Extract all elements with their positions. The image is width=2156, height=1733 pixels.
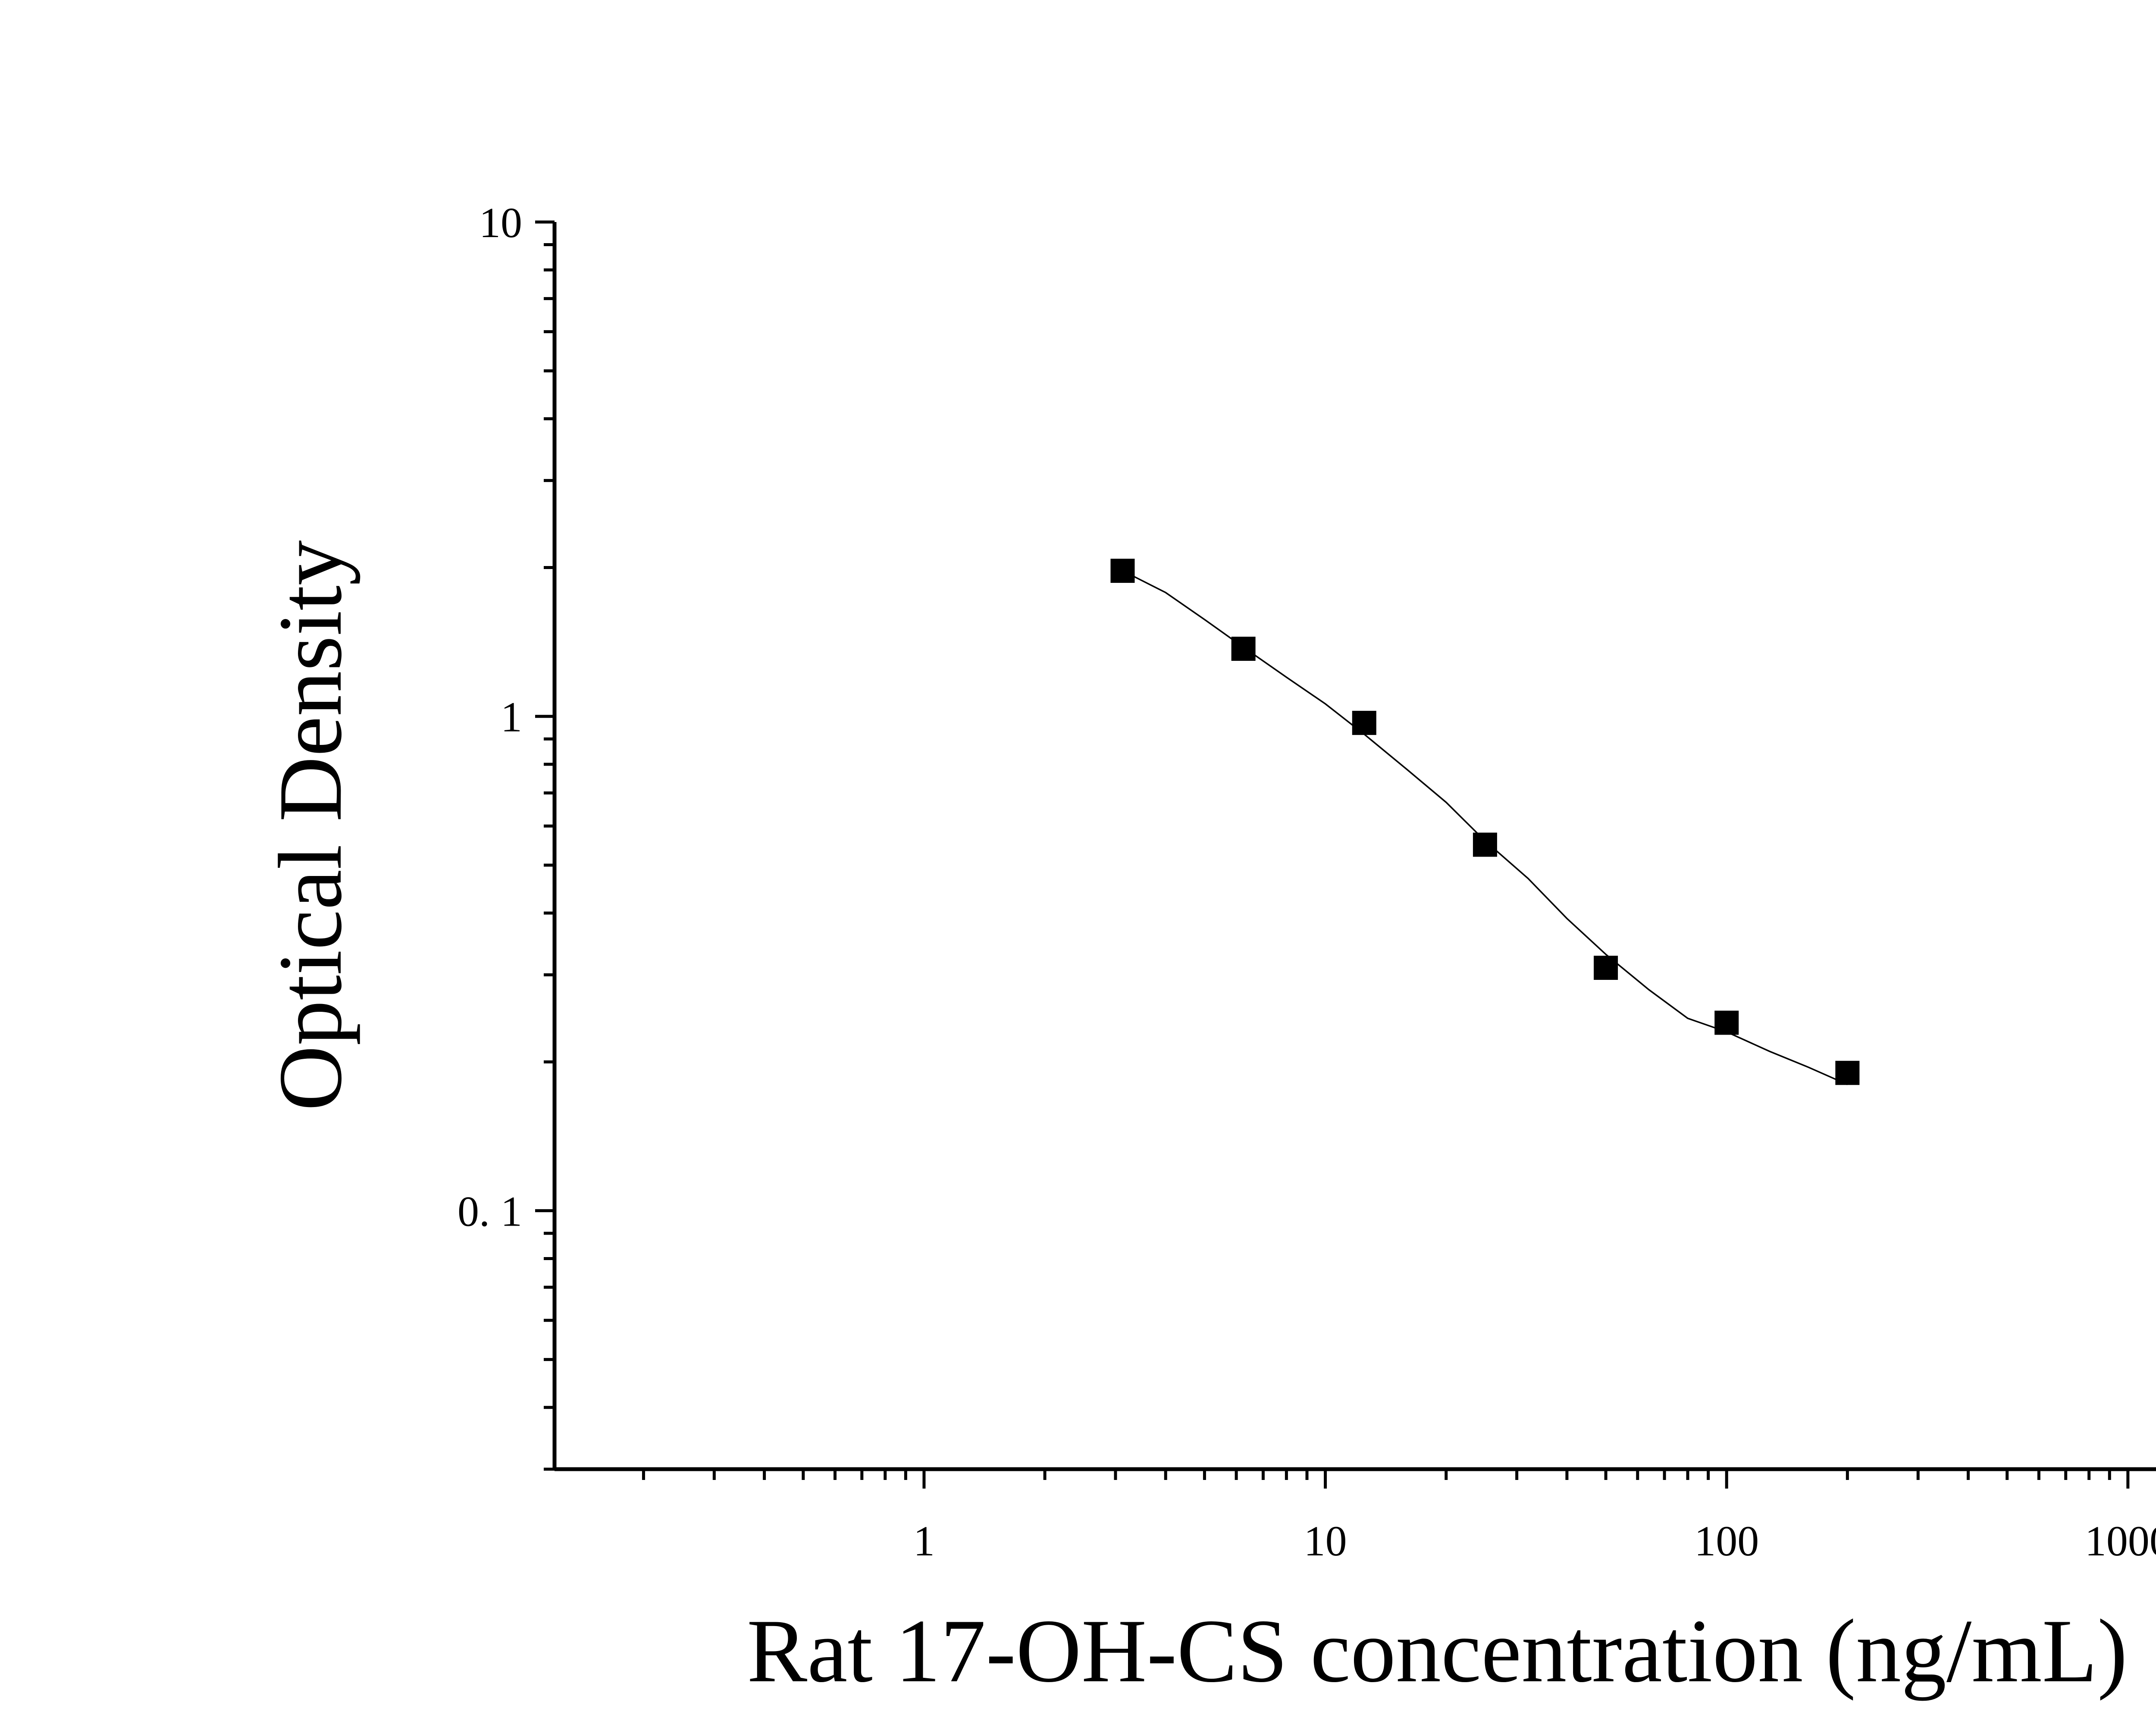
x-tick-label: 100 [1694,1517,1759,1565]
data-point [1231,636,1256,661]
x-tick-label: 1 [913,1517,935,1565]
x-axis-title: Rat 17-OH-CS concentration (ng/mL) [747,1601,2128,1701]
data-point [1594,955,1618,980]
x-tick-label: 10 [1304,1517,1347,1565]
data-point [1835,1060,1860,1085]
data-point [1473,832,1497,857]
data-points-layer [1110,559,1860,1085]
data-point [1714,1010,1739,1035]
y-tick-label: 10 [479,199,522,247]
data-point [1110,559,1135,583]
y-tick-label: 0. 1 [458,1187,522,1235]
data-point [1352,710,1376,735]
y-tick-label: 1 [501,693,522,741]
y-axis-title: Optical Density [260,540,360,1111]
